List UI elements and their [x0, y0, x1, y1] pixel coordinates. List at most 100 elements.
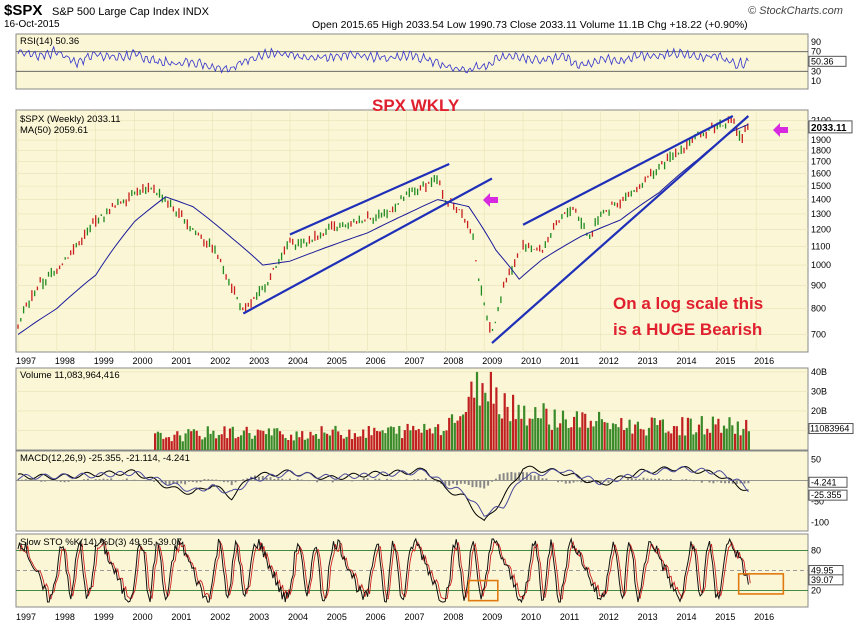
price-y-tick: 1500 — [811, 181, 831, 191]
sto-x-tick: 1997 — [16, 612, 36, 622]
volume-bar — [226, 438, 229, 450]
volume-bar — [414, 430, 417, 450]
volume-bar — [237, 436, 240, 450]
volume-bar — [498, 414, 501, 450]
y-tick-label: 10 — [811, 76, 821, 86]
volume-bar — [442, 431, 445, 450]
volume-bar — [203, 437, 207, 450]
bearish-annotation-line2: is a HUGE Bearish — [613, 320, 762, 339]
volume-panel-bg — [15, 367, 809, 451]
volume-bar — [684, 435, 687, 450]
volume-bar — [481, 383, 484, 450]
volume-bar — [389, 426, 393, 450]
volume-bar — [509, 421, 512, 450]
value-flag — [808, 120, 853, 134]
ohlc-summary: Open 2015.65 High 2033.54 Low 1990.73 Cl… — [312, 19, 748, 31]
volume-bar — [364, 437, 368, 450]
macd-title: MACD(12,26,9) -25.355, -21.114, -4.241 — [20, 453, 190, 464]
highlight-box — [737, 573, 785, 595]
bearish-annotation-line1: On a log scale this — [613, 294, 763, 313]
spx-wkly-annotation: SPX WKLY — [372, 96, 460, 115]
volume-bar — [448, 417, 451, 450]
rsi-value-label: 50.36 — [811, 56, 834, 66]
price-legend-ma50: MA(50) 2059.61 — [20, 125, 88, 136]
volume-bar — [412, 425, 415, 450]
price-y-tick: 1600 — [811, 169, 831, 179]
volume-bar — [567, 428, 570, 450]
price-x-tick: 1999 — [94, 356, 114, 366]
volume-bar — [709, 432, 712, 450]
volume-bar — [392, 427, 395, 450]
volume-bar — [620, 418, 623, 450]
volume-bar — [248, 433, 251, 450]
volume-bar — [387, 427, 390, 450]
volume-bar — [464, 412, 467, 450]
volume-bar — [195, 430, 198, 450]
volume-bar — [559, 423, 562, 450]
sto-x-tick: 2003 — [249, 612, 269, 622]
volume-bar — [242, 430, 245, 450]
volume-bar — [462, 414, 465, 450]
volume-bar — [303, 439, 306, 450]
volume-bar — [409, 430, 412, 450]
volume-bar — [192, 429, 195, 450]
volume-bar — [306, 438, 309, 450]
sto-x-tick: 2012 — [599, 612, 619, 622]
volume-bar — [445, 430, 448, 450]
volume-bar — [278, 431, 282, 450]
sto-x-tick: 2002 — [210, 612, 230, 622]
volume-bar — [470, 381, 473, 450]
price-x-tick: 2013 — [638, 356, 658, 366]
volume-bar — [201, 439, 204, 450]
volume-bar — [525, 425, 528, 450]
volume-bar — [378, 431, 381, 450]
volume-bar — [631, 433, 634, 450]
volume-bar — [639, 428, 642, 450]
volume-bar — [320, 426, 323, 450]
volume-bar — [376, 431, 379, 450]
value-flag — [808, 55, 847, 67]
volume-bar — [384, 433, 387, 450]
volume-bar — [489, 371, 492, 450]
price-y-tick: 1800 — [811, 146, 831, 156]
volume-bar — [592, 426, 595, 450]
volume-bar — [331, 429, 334, 450]
sto-x-tick: 2008 — [443, 612, 463, 622]
volume-bar — [697, 424, 701, 450]
volume-bar — [653, 418, 656, 450]
volume-bar — [450, 414, 454, 450]
volume-bar — [536, 418, 540, 450]
price-y-tick: 800 — [811, 304, 826, 314]
y-tick-label: 40B — [811, 367, 827, 377]
macd-value-label: -25.355 — [811, 490, 842, 500]
price-x-tick: 2014 — [676, 356, 696, 366]
volume-bar — [337, 431, 340, 450]
volume-bar — [598, 411, 601, 450]
volume-bar — [531, 418, 534, 450]
price-x-tick: 2010 — [521, 356, 541, 366]
volume-bar — [634, 424, 637, 450]
volume-bar — [586, 427, 590, 450]
volume-bar — [176, 431, 179, 450]
volume-bar — [675, 426, 678, 450]
y-tick-label: 70 — [811, 47, 821, 57]
volume-bar — [334, 425, 337, 450]
volume-bar — [217, 435, 220, 450]
volume-bar — [686, 417, 689, 450]
volume-bar — [514, 419, 517, 450]
volume-bar — [670, 433, 673, 450]
macd-line — [17, 465, 749, 522]
volume-bar — [695, 432, 698, 450]
y-tick-label: -100 — [811, 518, 829, 528]
volume-bar — [326, 433, 329, 450]
volume-bar — [584, 413, 587, 450]
volume-bar — [611, 423, 615, 450]
volume-bar — [362, 429, 365, 450]
y-tick-label: 20 — [811, 586, 821, 596]
price-y-tick: 900 — [811, 281, 826, 291]
volume-bar — [439, 435, 442, 450]
y-tick-label: 30 — [811, 66, 821, 76]
volume-bar — [625, 427, 628, 450]
sto-x-tick: 1998 — [55, 612, 75, 622]
volume-bar — [395, 433, 398, 450]
